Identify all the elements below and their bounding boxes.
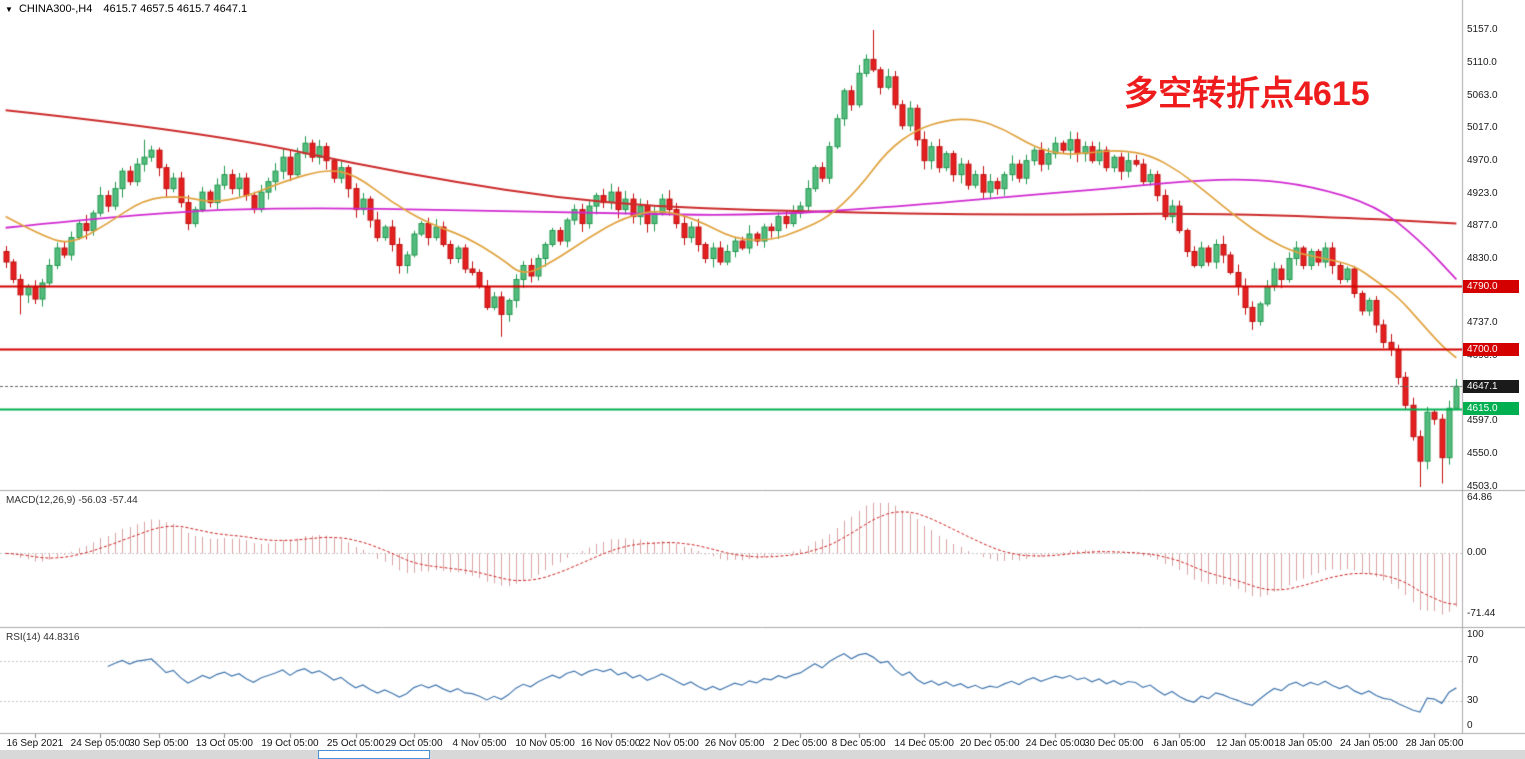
price-scale-label: 4737.0 xyxy=(1467,317,1498,329)
rsi-indicator-label: RSI(14) 44.8316 xyxy=(6,632,80,643)
time-axis-label: 16 Nov 05:00 xyxy=(580,738,641,749)
time-axis-label: 16 Sep 2021 xyxy=(6,738,64,749)
price-scale-label: 4503.0 xyxy=(1467,481,1498,492)
price-scale-label: 4597.0 xyxy=(1467,415,1498,427)
time-axis-label: 13 Oct 05:00 xyxy=(195,738,253,749)
price-scale-label: 4690.0 xyxy=(1467,350,1498,362)
ohlc-values: 4615.7 4657.5 4615.7 4647.1 xyxy=(103,3,248,15)
price-scale-label: 4923.0 xyxy=(1467,187,1498,199)
price-scale-label: 5017.0 xyxy=(1467,121,1498,133)
time-axis-label: 25 Oct 05:00 xyxy=(326,738,385,749)
rsi-scale-label: 100 xyxy=(1467,629,1484,640)
time-axis-label: 8 Dec 05:00 xyxy=(831,738,886,749)
time-axis-label: 28 Jan 05:00 xyxy=(1405,738,1464,749)
price-scale-label: 4783.0 xyxy=(1467,285,1498,297)
time-axis-label: 2 Dec 05:00 xyxy=(773,738,828,749)
time-axis-label: 18 Jan 05:00 xyxy=(1274,738,1333,749)
time-axis-label: 29 Oct 05:00 xyxy=(385,738,443,749)
time-axis-label: 24 Dec 05:00 xyxy=(1025,738,1086,749)
price-scale-label: 4877.0 xyxy=(1467,219,1498,231)
symbol-dropdown-icon[interactable]: ▼ xyxy=(5,5,13,14)
time-axis-label: 12 Jan 05:00 xyxy=(1216,738,1274,749)
time-axis-label: 10 Nov 05:00 xyxy=(515,738,575,749)
macd-scale-label: -71.44 xyxy=(1467,608,1496,620)
time-axis-label: 19 Oct 05:00 xyxy=(261,738,319,749)
time-axis-label: 24 Sep 05:00 xyxy=(70,738,131,749)
time-axis-label: 24 Jan 05:00 xyxy=(1339,738,1398,749)
time-axis-label: 22 Nov 05:00 xyxy=(639,738,699,749)
macd-scale: 64.86 0.00 -71.44 xyxy=(1463,492,1525,626)
time-axis-label: 26 Nov 05:00 xyxy=(704,738,765,749)
scrollbar-track[interactable] xyxy=(0,750,1525,759)
symbol-period-label: CHINA300-,H4 xyxy=(18,3,93,15)
chart-title: ▼ CHINA300-,H4 4615.7 4657.5 4615.7 4647… xyxy=(5,3,247,15)
price-scale-label: 4970.0 xyxy=(1467,154,1498,166)
price-scale-label: 4830.0 xyxy=(1467,252,1498,264)
price-scale-label: 5110.0 xyxy=(1467,56,1497,68)
scrollbar-thumb[interactable] xyxy=(318,750,430,759)
macd-scale-label: 0.00 xyxy=(1467,547,1487,559)
macd-scale-label: 64.86 xyxy=(1467,492,1493,504)
rsi-scale: 100 70 30 0 xyxy=(1463,629,1525,732)
rsi-scale-label: 0 xyxy=(1467,720,1473,731)
time-axis-label: 30 Dec 05:00 xyxy=(1083,738,1144,749)
annotation-text: 多空转折点4615 xyxy=(1124,75,1370,113)
rsi-scale-label: 30 xyxy=(1467,695,1479,707)
time-axis[interactable]: 16 Sep 2021 24 Sep 05:00 30 Sep 05:00 13 Oc… xyxy=(0,734,1525,750)
time-axis-label: 6 Jan 05:00 xyxy=(1153,738,1206,749)
time-axis-label: 30 Sep 05:00 xyxy=(128,738,189,749)
time-axis-label: 4 Nov 05:00 xyxy=(452,738,507,749)
price-scale-label: 4643.0 xyxy=(1467,383,1498,395)
price-scale-label: 5063.0 xyxy=(1467,89,1498,101)
macd-indicator-label: MACD(12,26,9) -56.03 -57.44 xyxy=(6,495,138,506)
time-axis-label: 20 Dec 05:00 xyxy=(960,738,1020,749)
time-axis-label: 14 Dec 05:00 xyxy=(894,738,954,749)
rsi-scale-label: 70 xyxy=(1467,654,1479,666)
price-scale-label: 5157.0 xyxy=(1467,24,1498,35)
price-scale-label: 4550.0 xyxy=(1467,448,1498,460)
